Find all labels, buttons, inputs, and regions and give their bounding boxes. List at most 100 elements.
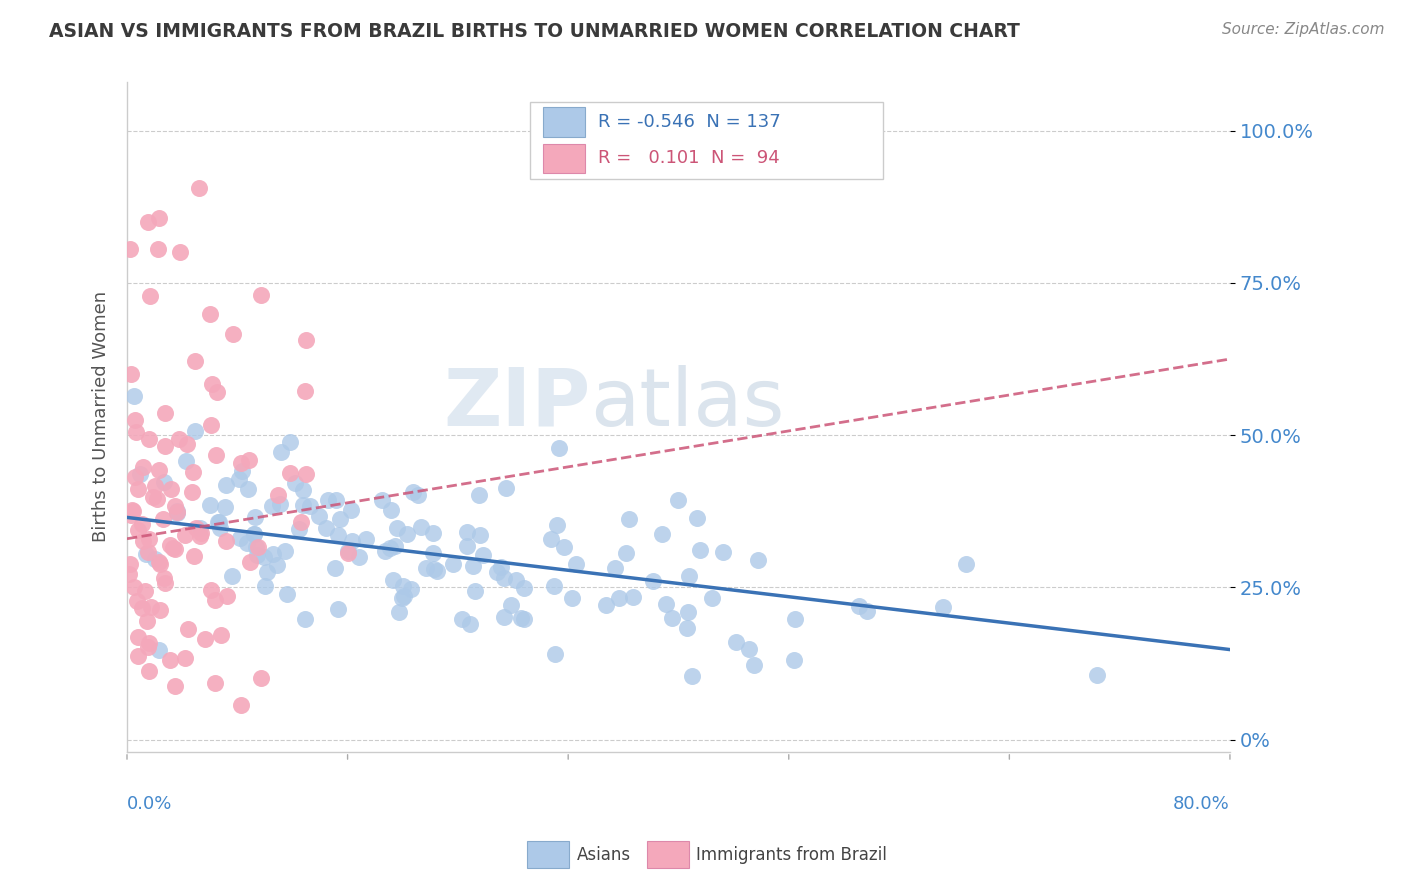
Point xyxy=(267,487,290,501)
Point xyxy=(294,384,316,399)
Point xyxy=(136,640,159,654)
Point xyxy=(494,609,516,624)
Point xyxy=(512,612,534,626)
Point xyxy=(117,567,139,582)
Point xyxy=(387,521,409,535)
Point xyxy=(184,521,207,535)
Point xyxy=(681,669,703,683)
Point xyxy=(159,652,181,666)
Point xyxy=(127,593,149,607)
Point xyxy=(138,433,160,447)
Point xyxy=(619,512,641,526)
Point xyxy=(256,565,278,579)
Point xyxy=(205,448,228,462)
Point xyxy=(678,569,700,583)
Point xyxy=(142,490,165,504)
Point xyxy=(783,653,806,667)
Point xyxy=(183,549,205,563)
Point xyxy=(246,549,269,563)
Point xyxy=(295,333,318,347)
Point xyxy=(127,648,149,663)
Point xyxy=(121,504,143,518)
Text: ASIAN VS IMMIGRANTS FROM BRAZIL BIRTHS TO UNMARRIED WOMEN CORRELATION CHART: ASIAN VS IMMIGRANTS FROM BRAZIL BIRTHS T… xyxy=(49,22,1021,41)
Point xyxy=(270,445,292,459)
Point xyxy=(249,288,271,302)
Point xyxy=(291,483,314,497)
Point xyxy=(468,487,491,501)
Point xyxy=(415,561,437,575)
Point xyxy=(236,483,259,497)
Point xyxy=(284,475,307,490)
Point xyxy=(553,540,575,554)
Point xyxy=(290,515,312,529)
Point xyxy=(169,245,191,260)
Point xyxy=(495,481,517,495)
Point xyxy=(785,612,807,626)
Point xyxy=(747,553,769,567)
Point xyxy=(181,485,204,500)
Point xyxy=(200,498,222,512)
Point xyxy=(423,562,446,576)
Point xyxy=(166,505,188,519)
Point xyxy=(152,475,174,489)
Point xyxy=(245,540,267,554)
Point xyxy=(931,599,953,614)
Point xyxy=(678,605,700,619)
Text: R = -0.546  N = 137: R = -0.546 N = 137 xyxy=(598,113,780,131)
Point xyxy=(955,557,977,571)
Point xyxy=(392,579,415,593)
Point xyxy=(295,467,318,481)
Point xyxy=(509,611,531,625)
Point xyxy=(205,384,228,399)
Point xyxy=(848,599,870,614)
Point xyxy=(243,527,266,541)
Point xyxy=(269,497,291,511)
Point xyxy=(221,327,243,342)
Point xyxy=(209,628,232,642)
Point xyxy=(214,534,236,549)
Point xyxy=(422,526,444,541)
Point xyxy=(336,543,359,558)
Point xyxy=(485,565,508,579)
Point xyxy=(169,433,191,447)
Point xyxy=(409,520,432,534)
Point xyxy=(392,589,415,603)
Point xyxy=(426,564,449,578)
Point xyxy=(120,242,142,256)
Point xyxy=(166,504,188,518)
Point xyxy=(131,517,153,532)
Point xyxy=(136,215,159,229)
Point xyxy=(148,463,170,477)
Point xyxy=(614,546,637,560)
Text: ZIP: ZIP xyxy=(443,365,591,442)
Point xyxy=(152,571,174,585)
Point xyxy=(228,472,250,486)
Point xyxy=(263,547,285,561)
Point xyxy=(239,555,262,569)
Point xyxy=(143,551,166,566)
Point xyxy=(278,466,301,480)
Point xyxy=(134,583,156,598)
Point xyxy=(188,529,211,543)
Point xyxy=(315,521,337,535)
Point xyxy=(492,571,515,585)
Point xyxy=(138,636,160,650)
Text: 0.0%: 0.0% xyxy=(127,796,173,814)
Point xyxy=(204,676,226,690)
Point xyxy=(215,590,238,604)
Point xyxy=(607,591,630,605)
Point xyxy=(501,598,523,612)
Text: atlas: atlas xyxy=(591,365,785,442)
Point xyxy=(464,584,486,599)
Point xyxy=(548,441,571,455)
Point xyxy=(162,541,184,555)
Point xyxy=(543,579,565,593)
Text: Source: ZipAtlas.com: Source: ZipAtlas.com xyxy=(1222,22,1385,37)
Point xyxy=(513,581,536,595)
Point xyxy=(262,499,284,513)
Point xyxy=(380,503,402,517)
Point xyxy=(544,647,567,661)
Point xyxy=(139,289,162,303)
Point xyxy=(173,651,195,665)
Point xyxy=(229,531,252,545)
